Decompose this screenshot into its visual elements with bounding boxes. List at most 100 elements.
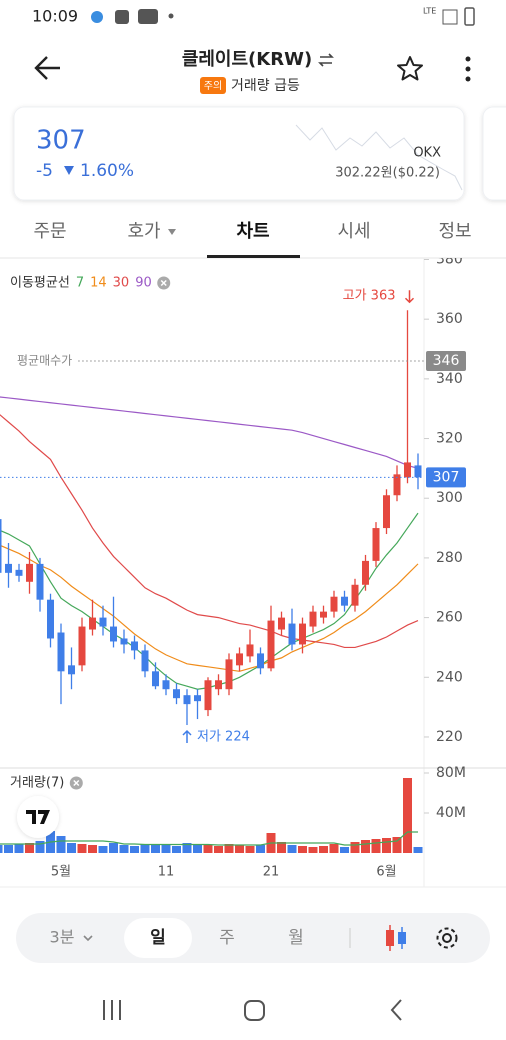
y-tick-label: 300 bbox=[436, 490, 463, 506]
y-tick-label: 340 bbox=[436, 371, 463, 387]
legend-entry: 7 bbox=[76, 276, 84, 291]
period-button[interactable]: 월 bbox=[288, 928, 304, 948]
y-tick-label: 260 bbox=[436, 610, 463, 626]
volume-bar bbox=[277, 842, 286, 853]
volume-bar bbox=[214, 846, 223, 853]
volume-bar bbox=[245, 846, 255, 853]
candle-body bbox=[320, 611, 327, 618]
volume-panel: 40M 80M 거래량(7) bbox=[0, 765, 466, 853]
volume-bar bbox=[98, 846, 108, 853]
tab[interactable]: 시세 bbox=[337, 221, 370, 242]
candle-body bbox=[173, 689, 180, 699]
chart-style-button[interactable] bbox=[386, 925, 406, 951]
volume-bar bbox=[403, 778, 412, 853]
legend-entry: 14 bbox=[90, 276, 107, 291]
header-title: 클레이트(KRW) bbox=[182, 49, 312, 70]
tv-logo[interactable] bbox=[17, 796, 59, 838]
candle-body bbox=[26, 563, 33, 582]
y-tick-label: 380 bbox=[436, 251, 463, 267]
candle-body bbox=[162, 680, 170, 690]
candle-body bbox=[68, 665, 75, 675]
tab-active[interactable]: 차트 bbox=[236, 221, 269, 242]
status-icon bbox=[138, 9, 158, 24]
y-tick-label: 240 bbox=[436, 669, 463, 685]
next-card[interactable] bbox=[482, 106, 506, 201]
volume-bar bbox=[298, 846, 307, 853]
candle-body bbox=[131, 641, 138, 651]
volume-bar bbox=[14, 844, 24, 853]
favorite-button[interactable] bbox=[397, 56, 423, 81]
volume-bar bbox=[35, 841, 45, 853]
candle-body bbox=[99, 617, 107, 627]
volume-bar bbox=[224, 844, 234, 853]
low-arrow bbox=[182, 729, 192, 744]
volume-bar bbox=[140, 844, 150, 853]
tab[interactable]: 주문 bbox=[33, 221, 66, 242]
tab[interactable]: 정보 bbox=[438, 221, 471, 242]
volume-ma-line bbox=[0, 831, 418, 846]
volume-bar bbox=[119, 845, 129, 853]
sparkline bbox=[295, 124, 463, 191]
candle-body bbox=[414, 465, 422, 478]
candle-body bbox=[89, 617, 96, 630]
volume-bar bbox=[256, 845, 265, 853]
more-button[interactable] bbox=[465, 56, 471, 82]
status-icon bbox=[91, 11, 103, 23]
period-button[interactable]: 일 bbox=[150, 928, 166, 948]
settings-button[interactable] bbox=[436, 927, 458, 949]
swap-icon[interactable] bbox=[318, 53, 334, 67]
volume-bar bbox=[77, 844, 87, 853]
candle-body bbox=[236, 653, 243, 666]
y-tick-label: 320 bbox=[436, 431, 463, 447]
price-panel: 220 240 260 280 300 320 340 360 380 이동평균선 7 14 30 90 평… bbox=[0, 251, 466, 745]
candle-body bbox=[372, 528, 380, 561]
volume-bar bbox=[130, 846, 139, 853]
volume-bar bbox=[413, 847, 423, 853]
candle-body bbox=[36, 563, 44, 600]
nav-home[interactable] bbox=[244, 1000, 265, 1021]
volume-bar bbox=[308, 847, 318, 853]
candle-body bbox=[5, 563, 12, 573]
candle-body bbox=[246, 644, 254, 657]
ma-line bbox=[0, 414, 419, 649]
volume-bar bbox=[350, 842, 360, 853]
volume-bar bbox=[4, 845, 13, 853]
warning-badge-text: 주의 bbox=[204, 80, 222, 92]
ma-line bbox=[0, 544, 419, 672]
back-button[interactable] bbox=[34, 56, 60, 80]
x-tick-label: 21 bbox=[263, 865, 280, 880]
nav-back[interactable] bbox=[390, 999, 402, 1021]
volume-bar bbox=[172, 846, 181, 853]
candle-body bbox=[183, 695, 191, 705]
signal-icon bbox=[442, 9, 458, 25]
volume-bar bbox=[0, 845, 3, 853]
tab[interactable]: 호가 bbox=[127, 221, 160, 242]
legend-close-x bbox=[160, 279, 167, 287]
high-annotation: 고가 363 bbox=[343, 289, 396, 304]
candle-body bbox=[299, 623, 306, 645]
candle-body bbox=[47, 599, 54, 639]
volume-bar bbox=[287, 845, 297, 853]
candle-body bbox=[204, 680, 212, 711]
high-arrow bbox=[404, 290, 415, 304]
price-tag-label: 307 bbox=[433, 469, 460, 485]
candle-body bbox=[309, 611, 317, 627]
candle-body bbox=[194, 695, 201, 702]
volume-bar bbox=[319, 846, 328, 853]
volume-bar bbox=[329, 844, 339, 853]
period-button[interactable]: 주 bbox=[219, 928, 235, 948]
down-triangle bbox=[64, 166, 74, 175]
legend-title: 이동평균선 bbox=[10, 276, 70, 291]
price-change: -5 bbox=[36, 161, 53, 181]
ma-line bbox=[0, 396, 419, 469]
y-tick-label: 360 bbox=[436, 311, 463, 327]
nav-recent[interactable] bbox=[103, 1000, 121, 1020]
interval-select[interactable]: 3분 bbox=[50, 928, 75, 947]
candle-body bbox=[110, 626, 117, 642]
volume-bar bbox=[203, 845, 213, 853]
x-tick-label: 5월 bbox=[51, 865, 71, 880]
price-card[interactable] bbox=[13, 106, 465, 201]
candle-body bbox=[152, 671, 159, 687]
